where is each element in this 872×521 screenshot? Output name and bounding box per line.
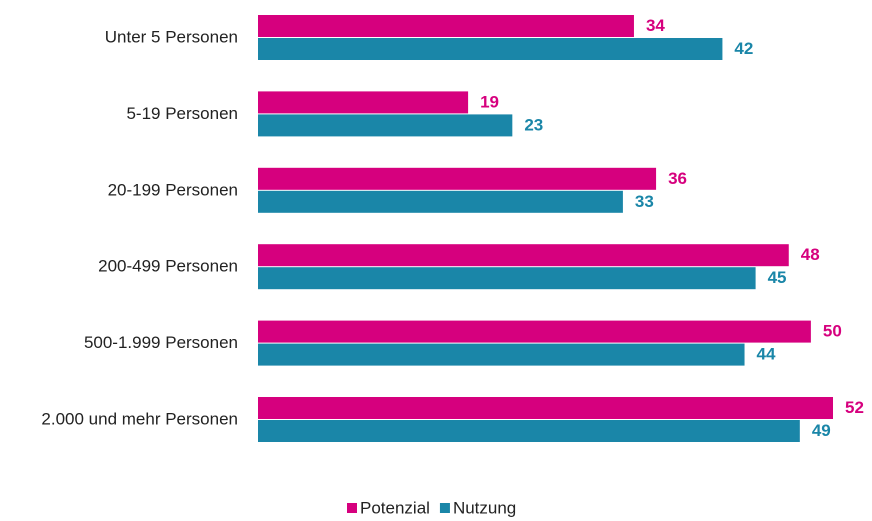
- legend-swatch: [347, 503, 357, 513]
- value-label: 23: [524, 115, 543, 134]
- bar: [258, 343, 745, 366]
- bar: [258, 397, 833, 419]
- value-label: 34: [646, 16, 665, 35]
- value-label: 52: [845, 398, 864, 417]
- bar: [258, 244, 789, 267]
- value-label: 33: [635, 192, 654, 211]
- value-label: 36: [668, 169, 687, 188]
- category-label: 200-499 Personen: [98, 257, 238, 276]
- value-label: 44: [757, 345, 776, 364]
- bar: [258, 420, 800, 442]
- category-label: 2.000 und mehr Personen: [41, 409, 238, 428]
- bar: [258, 114, 513, 137]
- legend-label: Potenzial: [360, 498, 430, 517]
- legend-swatch: [439, 503, 450, 513]
- bar: [258, 190, 623, 213]
- value-label: 50: [823, 322, 842, 341]
- bar: [258, 267, 756, 290]
- category-label: 500-1.999 Personen: [84, 333, 238, 352]
- bar: [258, 320, 811, 343]
- value-label: 45: [768, 268, 787, 287]
- bar: [258, 38, 723, 60]
- bar: [258, 15, 634, 37]
- category-label: 5-19 Personen: [126, 104, 238, 123]
- value-label: 49: [812, 421, 831, 440]
- legend-label: Nutzung: [453, 498, 516, 517]
- bar: [258, 167, 657, 190]
- bar: [258, 91, 469, 114]
- category-label: 20-199 Personen: [108, 180, 238, 199]
- value-label: 48: [801, 245, 820, 264]
- category-label: Unter 5 Personen: [105, 27, 238, 46]
- value-label: 19: [480, 92, 499, 111]
- value-label: 42: [734, 39, 753, 58]
